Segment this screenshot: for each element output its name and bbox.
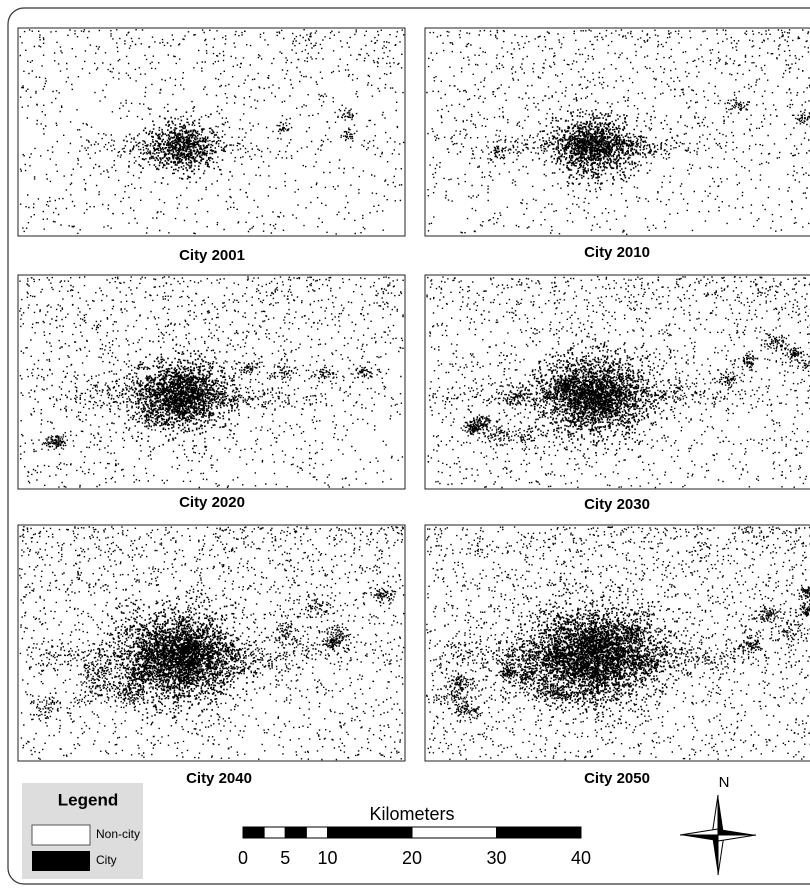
- map-panel: [17, 27, 406, 237]
- arrow-part: [718, 829, 756, 835]
- arrow-part: [680, 835, 718, 841]
- scale-segment: [263, 826, 286, 839]
- scale-label: 30: [486, 848, 506, 868]
- legend-swatch: [31, 824, 91, 846]
- legend-swatch: [32, 851, 90, 871]
- legend-label: City: [96, 853, 117, 867]
- panel-caption: City 2020: [179, 494, 245, 511]
- panel-caption: City 2030: [584, 496, 650, 513]
- city-pixels: [426, 276, 810, 489]
- map-panel: [424, 27, 810, 237]
- scale-segment: [284, 826, 307, 839]
- city-pixels: [19, 526, 405, 761]
- arrow-part: [712, 835, 718, 875]
- city-pixels: [426, 526, 810, 761]
- scale-segment: [411, 826, 497, 839]
- scale-label: 10: [317, 848, 337, 868]
- north-arrow: N: [679, 774, 757, 876]
- scale-segment: [305, 826, 328, 839]
- legend: Legend Non-city City: [22, 783, 143, 879]
- north-label: N: [719, 774, 730, 791]
- panel-caption: City 2050: [584, 770, 650, 787]
- arrow-part: [718, 795, 724, 835]
- scale-title: Kilometers: [369, 804, 454, 824]
- city-pixels: [426, 29, 810, 235]
- panels: City 2001 City 2010 City 2020 City 2030 City…: [17, 27, 810, 787]
- scale-segment: [496, 826, 582, 839]
- legend-label: Non-city: [96, 827, 140, 841]
- panel-caption: City 2001: [179, 247, 245, 264]
- scale-segment: [242, 826, 265, 839]
- scale-segment: [327, 826, 413, 839]
- scale-bar: Kilometers 0 5 10 20 30 40: [238, 804, 591, 868]
- city-pixels: [19, 29, 405, 235]
- panel-caption: City 2010: [584, 244, 650, 261]
- legend-title: Legend: [58, 790, 118, 809]
- scale-label: 20: [402, 848, 422, 868]
- panel-caption: City 2040: [186, 770, 252, 787]
- scale-label: 0: [238, 848, 248, 868]
- city-pixels: [19, 276, 404, 489]
- scale-label: 5: [280, 848, 290, 868]
- scale-label: 40: [571, 848, 591, 868]
